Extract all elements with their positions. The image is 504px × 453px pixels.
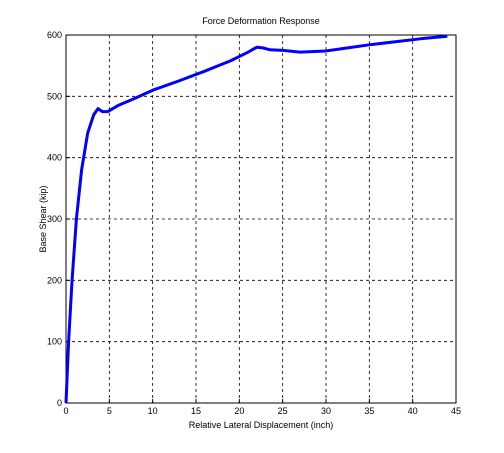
x-tick-label: 5 (107, 406, 112, 416)
x-tick-label: 15 (191, 406, 201, 416)
x-tick-label: 25 (278, 406, 288, 416)
y-tick-label: 400 (47, 153, 62, 163)
plot-frame (65, 34, 457, 404)
y-tick-label: 500 (47, 91, 62, 101)
x-tick-label: 35 (364, 406, 374, 416)
chart-title: Force Deformation Response (202, 16, 320, 26)
x-axis-label: Relative Lateral Displacement (inch) (189, 420, 334, 430)
x-tick-label: 45 (451, 406, 461, 416)
y-tick-label: 0 (57, 398, 62, 408)
y-axis-label: Base Shear (kip) (38, 185, 48, 252)
y-tick-label: 300 (47, 214, 62, 224)
x-tick-label: 30 (321, 406, 331, 416)
x-tick-label: 40 (408, 406, 418, 416)
x-tick-label: 20 (234, 406, 244, 416)
y-tick-label: 200 (47, 275, 62, 285)
x-tick-label: 0 (63, 406, 68, 416)
y-tick-label: 600 (47, 30, 62, 40)
x-tick-label: 10 (148, 406, 158, 416)
data-line (64, 34, 448, 404)
y-tick-label: 100 (47, 337, 62, 347)
